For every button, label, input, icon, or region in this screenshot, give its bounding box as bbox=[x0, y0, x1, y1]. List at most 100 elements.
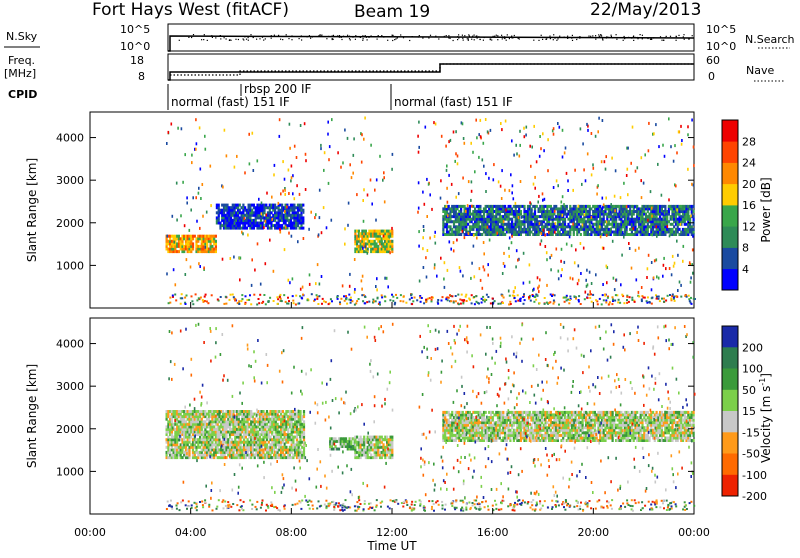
nsky-dot bbox=[477, 38, 478, 39]
power-cell bbox=[200, 297, 202, 299]
power-cell bbox=[676, 151, 678, 154]
power-cell bbox=[411, 293, 413, 295]
nsky-dot bbox=[368, 37, 369, 38]
power-cell bbox=[586, 123, 588, 126]
power-cell bbox=[242, 204, 244, 207]
velocity-cell bbox=[250, 456, 252, 459]
power-cell bbox=[273, 173, 275, 176]
power-cell bbox=[391, 227, 393, 230]
power-cell bbox=[550, 268, 552, 271]
nsky-dot bbox=[220, 38, 221, 39]
power-cell bbox=[194, 235, 196, 238]
power-cell bbox=[240, 227, 242, 230]
power-cell bbox=[263, 226, 265, 229]
nsky-dot bbox=[235, 39, 236, 40]
power-cell bbox=[337, 151, 339, 154]
freq-unit: [MHz] bbox=[4, 67, 36, 80]
power-cell bbox=[444, 286, 446, 289]
power-cell bbox=[522, 296, 524, 298]
power-cell bbox=[580, 127, 582, 130]
power-cell bbox=[346, 303, 348, 305]
power-cell bbox=[483, 241, 485, 244]
power-cell bbox=[314, 299, 316, 301]
nsky-dot bbox=[546, 39, 547, 40]
power-cell bbox=[392, 296, 394, 298]
power-cell bbox=[182, 181, 184, 184]
nsky-dot bbox=[230, 40, 231, 41]
power-cell bbox=[422, 247, 424, 250]
power-cell bbox=[595, 299, 597, 301]
power-cell bbox=[315, 282, 317, 285]
power-cell bbox=[584, 213, 586, 216]
power-cell bbox=[195, 148, 197, 151]
power-cell bbox=[501, 169, 503, 172]
power-cell bbox=[647, 210, 649, 213]
velocity-cell bbox=[280, 436, 282, 439]
power-cell bbox=[673, 297, 675, 299]
power-cell bbox=[540, 147, 542, 150]
nsky-dot bbox=[203, 39, 204, 40]
power-cell bbox=[376, 277, 378, 280]
power-cell bbox=[253, 169, 255, 172]
power-cell bbox=[555, 222, 557, 225]
power-cell bbox=[210, 165, 212, 168]
power-cell bbox=[299, 193, 301, 196]
power-cell bbox=[248, 133, 250, 136]
nsky-dot bbox=[567, 38, 568, 39]
power-cell bbox=[674, 300, 676, 302]
velocity-cell bbox=[166, 418, 168, 421]
power-cell bbox=[318, 295, 320, 297]
power-cell bbox=[509, 236, 511, 239]
power-cell bbox=[638, 296, 640, 298]
power-cell bbox=[327, 121, 329, 124]
power-cell bbox=[188, 243, 190, 246]
nsky-dot bbox=[623, 40, 624, 41]
power-cell bbox=[591, 173, 593, 176]
power-cell bbox=[656, 275, 658, 278]
power-cell bbox=[531, 146, 533, 149]
power-cell bbox=[520, 210, 522, 213]
power-cell bbox=[330, 298, 332, 300]
nsky-dot bbox=[457, 36, 458, 37]
nsky-dot bbox=[478, 36, 479, 37]
power-cell bbox=[349, 273, 351, 276]
power-cell bbox=[274, 164, 276, 167]
power-cell bbox=[693, 215, 695, 218]
power-cell bbox=[627, 147, 629, 150]
power-cell bbox=[509, 295, 511, 297]
power-cell bbox=[485, 190, 487, 193]
power-cell bbox=[368, 301, 370, 303]
power-cell bbox=[564, 261, 566, 264]
power-cell bbox=[314, 216, 316, 219]
power-cell bbox=[617, 301, 619, 303]
power-cell bbox=[661, 194, 663, 197]
power-cell bbox=[604, 295, 606, 297]
power-cell bbox=[384, 296, 386, 298]
power-cell bbox=[586, 269, 588, 272]
power-cell bbox=[442, 228, 444, 231]
power-cell bbox=[454, 160, 456, 163]
power-cell bbox=[601, 160, 603, 163]
power-cell bbox=[184, 153, 186, 156]
nsky-dot bbox=[312, 36, 313, 37]
power-cell bbox=[206, 211, 208, 214]
nsky-dot bbox=[362, 35, 363, 36]
power-cell bbox=[181, 127, 183, 130]
power-cell bbox=[479, 267, 481, 270]
nsky-dot bbox=[207, 40, 208, 41]
power-cell bbox=[204, 296, 206, 298]
power-cell bbox=[361, 288, 363, 291]
power-cell bbox=[572, 189, 574, 192]
power-cell bbox=[692, 248, 694, 251]
nsky-dot bbox=[355, 35, 356, 36]
power-cell bbox=[319, 189, 321, 192]
nsky-dot bbox=[559, 36, 560, 37]
power-cell bbox=[669, 294, 671, 296]
power-cell bbox=[344, 129, 346, 132]
power-cell bbox=[299, 295, 301, 297]
nsky-dot bbox=[418, 36, 419, 37]
velocity-cell bbox=[303, 436, 305, 439]
power-cell bbox=[472, 151, 474, 154]
power-cell bbox=[572, 277, 574, 280]
